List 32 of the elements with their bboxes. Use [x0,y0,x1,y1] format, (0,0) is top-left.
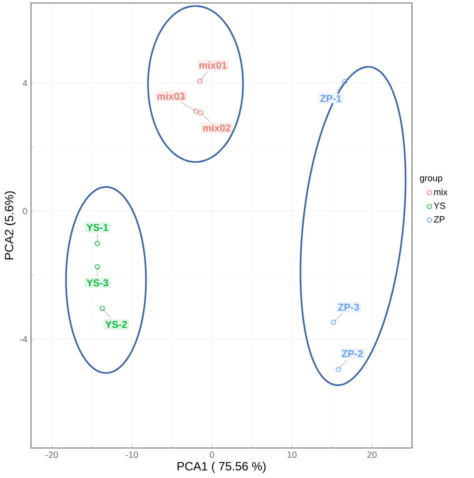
x-tick-label: -20 [46,452,58,458]
point [94,264,100,270]
legend-title: group [420,176,442,183]
x-axis-title: PCA1 ( 75.56 %) [178,462,266,473]
point [198,110,204,116]
annotation: YS-1 [86,224,108,231]
x-tick-label: 10 [288,452,297,458]
legend-label: YS [434,202,446,209]
annotation: ZP-1 [320,94,342,102]
point [336,366,341,372]
annotation: mix01 [199,61,227,69]
annotation: YS-2 [105,320,127,328]
annotation: ZP-3 [338,304,359,311]
point [193,108,198,114]
y-tick-label: 4 [22,80,28,86]
y-axis-title: PCA2 (5.6%) [4,191,16,260]
point [100,306,105,312]
legend-label: ZP [434,216,445,222]
point [330,320,336,325]
point [342,78,348,84]
annotation: mix03 [157,92,185,100]
x-tick-label: -10 [126,452,138,458]
annotation: mix02 [203,124,230,132]
y-tick-label: 0 [22,208,28,214]
point [94,240,100,246]
annotation: ZP-2 [342,350,363,358]
x-tick-label: 20 [367,452,377,458]
y-tick-label: -4 [20,336,28,342]
x-tick-label: 0 [210,452,214,458]
point [197,78,202,84]
annotation: YS-3 [86,279,108,286]
legend-label: mix [434,188,448,196]
